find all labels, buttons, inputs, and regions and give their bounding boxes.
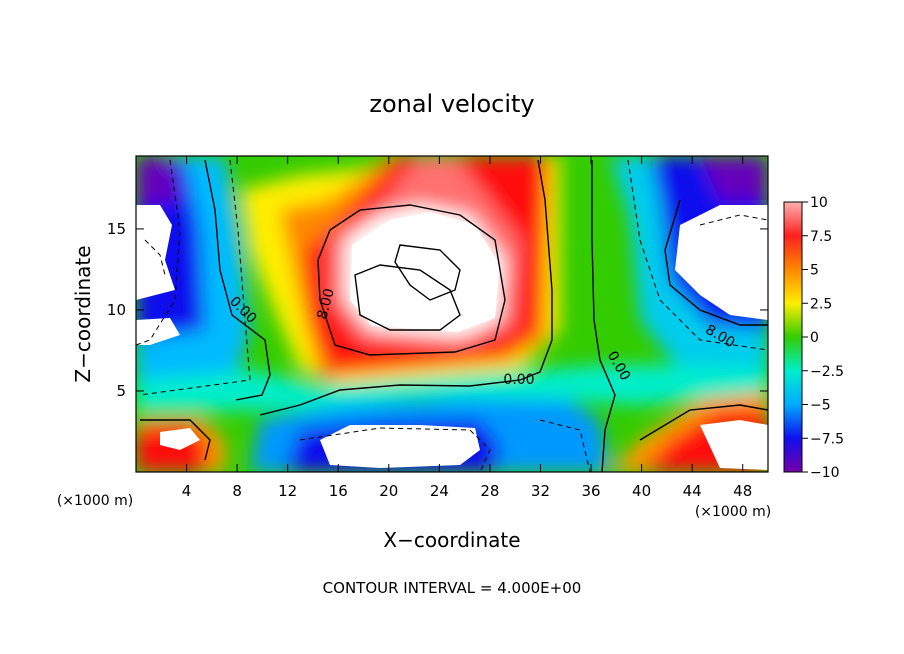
field-mid-cyan (136, 365, 768, 412)
contour-interval-footer: CONTOUR INTERVAL = 4.000E+00 (323, 579, 582, 597)
y-tick-label: 5 (116, 382, 126, 400)
dashed-left2 (139, 159, 251, 396)
colorbar-tick-label: −2.5 (810, 364, 844, 380)
white-patch-right (675, 205, 768, 320)
dashed-right2 (699, 214, 768, 226)
colorbar-tick-label: 0 (810, 330, 819, 346)
contour-label-3: 0.00 (503, 372, 534, 388)
plot-area: 0.00 8.00 0.00 0.00 8.00 (136, 156, 768, 472)
chart-title: zonal velocity (369, 90, 534, 118)
contour-zero-mid (259, 159, 553, 416)
dashed-left (136, 159, 181, 346)
colorbar-tick-label: 5 (810, 263, 819, 279)
y-axis-label: Z−coordinate (71, 245, 95, 382)
contour-zero-right (591, 160, 616, 472)
colorbar-fill (783, 201, 803, 473)
white-patch-bottom-left (160, 428, 200, 450)
y-tick-label: 10 (107, 301, 126, 319)
colorbar-ticks: 10 7.5 5 2.5 0 −2.5 −5 −7.5 −10 (802, 195, 844, 481)
field-left-violet (136, 156, 180, 205)
x-tick-label: 20 (379, 482, 398, 500)
colorbar-tick-label: −7.5 (810, 431, 844, 447)
x-tick-label: 8 (232, 482, 242, 500)
white-patch-bottom-right (700, 420, 768, 470)
colorbar-tick-label: −5 (810, 398, 831, 414)
dashed-contours (136, 159, 768, 472)
contour-eight-right (664, 199, 768, 326)
dashed-bottom2 (539, 419, 591, 472)
x-tick-label: 32 (531, 482, 550, 500)
x-tick-label: 4 (182, 482, 192, 500)
x-tick-label: 48 (733, 482, 752, 500)
y-tick-label: 15 (107, 220, 126, 238)
y-axis: 5 10 15 (107, 220, 768, 400)
dashed-right (627, 159, 768, 351)
dashed-left-white (144, 239, 166, 276)
x-tick-label: 36 (581, 482, 600, 500)
contour-bottom-right (639, 404, 768, 441)
x-tick-label: 16 (329, 482, 348, 500)
contour-bottom-left (140, 419, 211, 461)
white-patch-center (350, 212, 500, 332)
x-tick-label: 12 (278, 482, 297, 500)
contour-inner-core2 (354, 264, 461, 331)
contour-inner-core (394, 244, 461, 301)
colorbar: 10 7.5 5 2.5 0 −2.5 −5 −7.5 −10 (783, 195, 844, 481)
contour-label-2: 8.00 (314, 287, 338, 321)
plot-frame (135, 155, 769, 473)
white-patch-left-mid (136, 318, 180, 345)
contour-eight-center (317, 204, 506, 356)
x-units-right: (×1000 m) (695, 504, 771, 520)
white-patch-bottom (320, 425, 480, 468)
x-tick-label: 40 (632, 482, 651, 500)
x-tick-label: 24 (430, 482, 449, 500)
colorbar-tick-label: 10 (810, 195, 828, 211)
x-units-left: (×1000 m) (57, 493, 133, 509)
colorbar-tick-label: 2.5 (810, 296, 832, 312)
x-tick-label: 28 (480, 482, 499, 500)
colorbar-tick-label: 7.5 (810, 229, 832, 245)
x-axis: 4 8 12 16 20 24 28 32 36 40 44 48 (182, 156, 752, 500)
contours (140, 159, 768, 472)
dashed-bottom (299, 427, 491, 472)
x-axis-label: X−coordinate (383, 528, 520, 552)
white-patch-left (136, 205, 175, 300)
field-right-violet (700, 156, 768, 200)
contour-zero-left (204, 159, 271, 401)
x-tick-label: 44 (683, 482, 702, 500)
colorbar-tick-label: −10 (810, 465, 840, 481)
